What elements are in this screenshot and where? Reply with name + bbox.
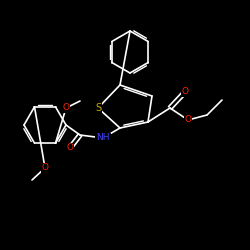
Text: NH: NH [96, 134, 110, 142]
Text: O: O [62, 104, 70, 112]
Text: S: S [95, 103, 101, 113]
Text: O: O [182, 88, 188, 96]
Text: O: O [66, 144, 73, 152]
Text: O: O [42, 164, 48, 172]
Text: O: O [184, 116, 192, 124]
